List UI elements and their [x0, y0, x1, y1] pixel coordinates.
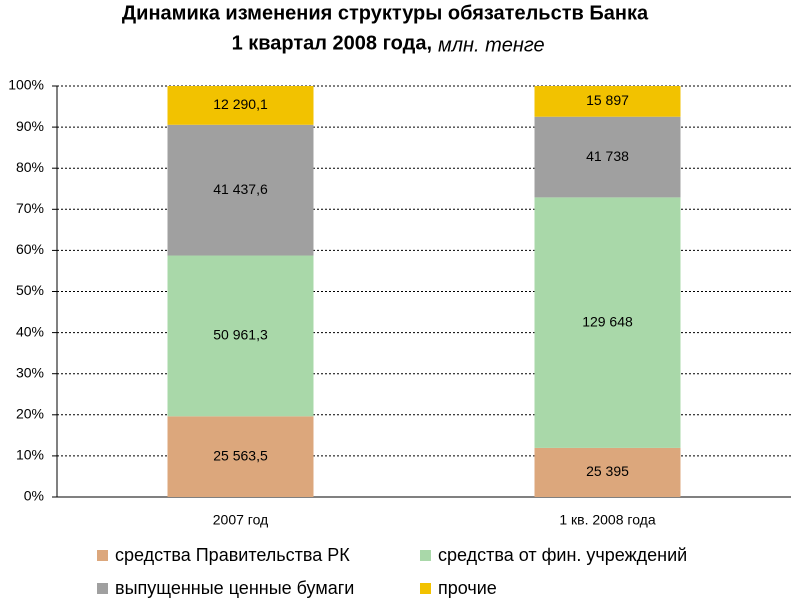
bar-segment — [167, 86, 314, 125]
legend-label: средства от фин. учреждений — [438, 545, 687, 565]
x-tick-label: 1 кв. 2008 года — [559, 512, 655, 528]
chart-title: Динамика изменения структуры обязательст… — [122, 2, 649, 24]
legend-label: прочие — [438, 578, 497, 598]
legend-swatch — [420, 550, 431, 561]
data-label: 15 897 — [586, 92, 629, 108]
bar-segment — [534, 116, 681, 198]
legend-swatch — [420, 583, 431, 594]
bar-segment — [534, 86, 681, 117]
unit-note: млн. тенге — [438, 34, 545, 56]
legend-swatch — [97, 583, 108, 594]
x-tick-label: 2007 год — [213, 512, 268, 528]
y-tick-label: 0% — [24, 488, 44, 504]
bar-segment — [167, 124, 314, 256]
data-label: 12 290,1 — [213, 96, 268, 112]
data-label: 25 395 — [586, 463, 629, 479]
data-label: 25 563,5 — [213, 447, 268, 463]
y-tick-label: 30% — [16, 364, 44, 380]
data-label: 50 961,3 — [213, 327, 268, 343]
legend-label: выпущенные ценные бумаги — [115, 578, 354, 598]
bar-segment — [167, 416, 314, 497]
data-label: 41 437,6 — [213, 181, 268, 197]
data-label: 41 738 — [586, 148, 629, 164]
y-tick-label: 80% — [16, 159, 44, 175]
y-tick-label: 10% — [16, 447, 44, 463]
legend-label: средства Правительства РК — [115, 545, 350, 565]
bar-segment — [167, 255, 314, 417]
y-tick-label: 70% — [16, 200, 44, 216]
y-tick-label: 90% — [16, 118, 44, 134]
bar-segment — [534, 447, 681, 497]
legend-swatch — [97, 550, 108, 561]
y-tick-label: 100% — [8, 77, 44, 93]
bar-segment — [534, 197, 681, 448]
data-label: 129 648 — [582, 313, 633, 329]
y-tick-label: 40% — [16, 323, 44, 339]
y-tick-label: 60% — [16, 241, 44, 257]
chart-subtitle: 1 квартал 2008 года, — [232, 32, 432, 54]
y-tick-label: 20% — [16, 406, 44, 422]
y-tick-label: 50% — [16, 282, 44, 298]
